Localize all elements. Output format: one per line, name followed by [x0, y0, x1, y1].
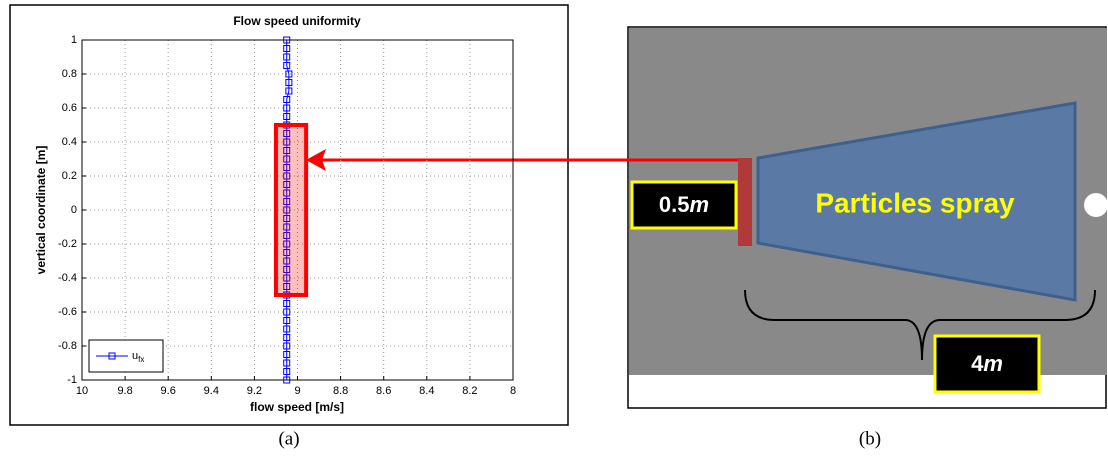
marker: [283, 53, 291, 61]
x-tick-label: 8: [510, 385, 516, 397]
marker: [283, 308, 291, 316]
length-number: 4: [971, 351, 984, 376]
marker: [283, 274, 291, 282]
y-tick-label: -0.4: [58, 272, 77, 284]
marker: [283, 155, 291, 163]
marker: [283, 206, 291, 214]
x-tick-label: 8.8: [333, 385, 348, 397]
y-tick-label: 0.6: [62, 102, 77, 114]
marker: [283, 359, 291, 367]
marker: [283, 189, 291, 197]
length-box: [933, 334, 1041, 394]
length-label: 4m: [971, 351, 1003, 376]
x-tick-label: 9: [294, 385, 300, 397]
marker: [283, 113, 291, 120]
marker: [283, 283, 291, 290]
legend-marker: [108, 352, 116, 360]
spray-cone: [756, 101, 1077, 302]
marker: [283, 376, 291, 384]
marker: [283, 215, 291, 222]
spray-label: Particles spray: [815, 187, 1015, 218]
y-tick-label: -0.6: [58, 306, 77, 318]
caption-a: (a): [278, 428, 299, 449]
x-tick-label: 10: [76, 385, 88, 397]
arrow-head: [306, 149, 326, 171]
marker: [283, 368, 291, 375]
target: [1084, 193, 1108, 217]
x-tick-label: 8.6: [376, 385, 391, 397]
legend-label: ufx: [132, 350, 144, 364]
marker: [283, 36, 291, 44]
length-unit: m: [983, 351, 1003, 376]
y-tick-label: 1: [71, 34, 77, 46]
marker: [283, 104, 291, 112]
y-tick-label: -0.8: [58, 340, 77, 352]
marker: [283, 342, 291, 350]
nozzle-bar: [738, 158, 752, 246]
marker: [283, 334, 291, 341]
marker: [285, 70, 293, 78]
marker: [283, 232, 291, 239]
marker: [283, 138, 291, 146]
caption-b: (b): [859, 428, 881, 449]
y-tick-label: 0.4: [62, 136, 77, 148]
chart-title: Flow speed uniformity: [233, 14, 361, 28]
y-tick-label: -1: [67, 374, 77, 386]
marker: [283, 198, 291, 205]
marker: [285, 87, 293, 95]
marker: [283, 96, 291, 103]
plot-area: [81, 39, 514, 381]
y-tick-label: -0.2: [58, 238, 77, 250]
marker: [283, 351, 291, 358]
width-label: 0.5m: [659, 192, 709, 217]
x-tick-label: 9.2: [247, 385, 262, 397]
x-tick-label: 9.4: [204, 385, 219, 397]
legend: ufx: [88, 339, 164, 373]
x-tick-label: 8.2: [462, 385, 477, 397]
marker: [283, 325, 291, 333]
y-tick-label: 0.8: [62, 68, 77, 80]
x-tick-label: 8.4: [419, 385, 434, 397]
marker: [283, 240, 291, 248]
length-brace: [744, 289, 1096, 361]
marker: [283, 223, 291, 231]
marker: [283, 147, 291, 154]
marker: [283, 257, 291, 265]
marker: [283, 45, 291, 52]
marker: [283, 130, 291, 137]
marker: [285, 79, 293, 86]
legend-subscript: fx: [138, 355, 144, 364]
marker: [283, 164, 291, 171]
width-number: 0.5: [659, 192, 690, 217]
marker: [283, 249, 291, 256]
y-tick-label: 0: [71, 204, 77, 216]
marker: [283, 62, 291, 69]
x-tick-label: 9.8: [117, 385, 132, 397]
y-tick-label: 0.2: [62, 170, 77, 182]
legend-name: u: [132, 350, 138, 362]
marker: [283, 172, 291, 180]
marker: [283, 181, 291, 188]
marker: [283, 300, 291, 307]
highlight: [273, 123, 309, 297]
x-tick-label: 9.6: [161, 385, 176, 397]
marker: [283, 317, 291, 324]
marker: [283, 266, 291, 273]
y-axis-label: vertical coordinate [m]: [34, 146, 48, 275]
x-axis-label: flow speed [m/s]: [250, 400, 344, 414]
width-box: [630, 180, 738, 230]
width-unit: m: [690, 192, 710, 217]
